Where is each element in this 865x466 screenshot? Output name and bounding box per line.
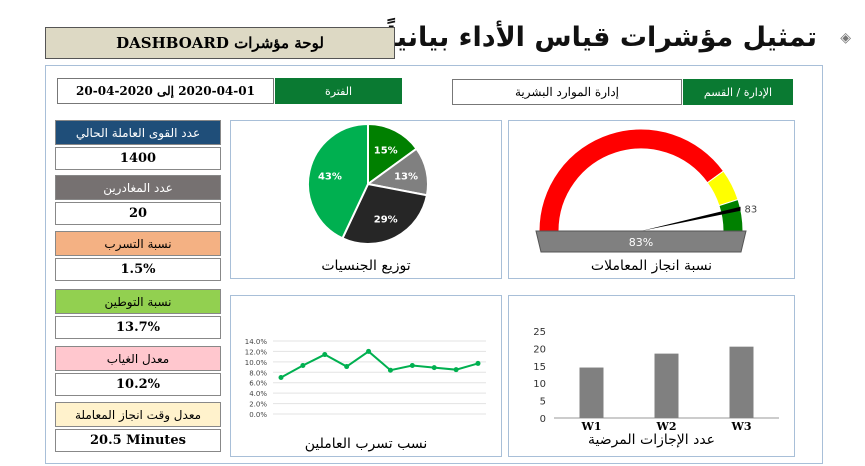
gauge-needle-label: 83 xyxy=(745,205,758,216)
turnover-line-card: 14.0% 12.0% 10.0% 8.0% 6.0% 4.0% 2.0% 0.0% نسب … xyxy=(230,295,502,457)
pie-label: 29% xyxy=(374,215,398,226)
line-chart: 14.0% 12.0% 10.0% 8.0% 6.0% 4.0% 2.0% 0.0% xyxy=(245,338,486,419)
kpi-value: 10.2% xyxy=(55,373,221,396)
bar-title: عدد الإجازات المرضية xyxy=(587,432,716,448)
x-tick-label: W1 xyxy=(580,420,601,431)
kpi-value: 20.5 Minutes xyxy=(55,429,221,452)
completion-gauge-card: 83 83% نسبة انجاز المعاملات xyxy=(508,120,795,279)
kpi-value: 1.5% xyxy=(55,258,221,281)
x-tick-label: W2 xyxy=(655,420,676,431)
x-tick-label: W3 xyxy=(730,420,751,431)
gauge-base xyxy=(535,230,747,253)
y-tick-label: 2.0% xyxy=(249,401,267,409)
pie-chart: 15% 13% 29% 43% xyxy=(307,122,429,245)
pie-label: 13% xyxy=(394,171,418,182)
line-point xyxy=(366,348,372,354)
line-point xyxy=(387,367,393,373)
kpi-label: نسبة التوطين xyxy=(55,289,221,314)
pie-label: 15% xyxy=(374,145,398,156)
line-point xyxy=(344,364,350,370)
nationality-pie-card: 15% 13% 29% 43% توزيع الجنسيات xyxy=(230,120,502,279)
y-tick-label: 6.0% xyxy=(249,380,267,388)
department-field[interactable]: إدارة الموارد البشرية xyxy=(452,79,682,105)
pie-slice xyxy=(341,182,429,245)
y-tick-label: 5 xyxy=(540,397,546,408)
page-title: تمثيل مؤشرات قياس الأداء بيانياً: xyxy=(375,22,817,53)
period-field[interactable]: 2020-04-01 إلى 2020-04-20 xyxy=(57,78,274,104)
line-series xyxy=(280,350,479,379)
gauge-chart: 83 83% xyxy=(535,128,758,253)
y-tick-label: 10 xyxy=(533,379,546,390)
y-tick-label: 0 xyxy=(540,414,546,425)
y-tick-label: 4.0% xyxy=(249,390,267,398)
y-tick-label: 12.0% xyxy=(245,348,268,356)
pie-label: 43% xyxy=(318,171,342,182)
y-tick-label: 10.0% xyxy=(245,359,268,367)
pie-slice xyxy=(307,122,369,240)
line-point xyxy=(453,367,459,373)
line-point xyxy=(300,363,306,369)
bar xyxy=(579,367,604,418)
kpi-label: معدل وقت انجاز المعاملة xyxy=(55,402,221,427)
y-tick-label: 25 xyxy=(533,327,546,338)
y-tick-label: 20 xyxy=(533,344,546,355)
kpi-value: 20 xyxy=(55,202,221,225)
y-tick-label: 0.0% xyxy=(249,411,267,419)
bar xyxy=(729,346,754,418)
pie-slice xyxy=(367,122,418,186)
line-point xyxy=(278,375,284,380)
line-point xyxy=(475,360,481,366)
pie-title: توزيع الجنسيات xyxy=(321,258,411,274)
dashboard-label: لوحة مؤشرات DASHBOARD xyxy=(45,27,395,59)
y-tick-label: 15 xyxy=(533,362,546,373)
bullet-arrow-icon: ◈ xyxy=(840,30,851,46)
gauge-value-label: 83% xyxy=(629,236,653,249)
gauge-band xyxy=(538,128,725,232)
kpi-value: 1400 xyxy=(55,147,221,170)
dashboard-panel xyxy=(45,65,823,464)
kpi-value: 13.7% xyxy=(55,316,221,339)
department-label: الإدارة / القسم xyxy=(683,79,793,105)
bar-chart: 25 20 15 10 5 0 W1 W2 W3 xyxy=(533,327,779,433)
kpi-label: عدد المغادرين xyxy=(55,175,221,200)
y-tick-label: 14.0% xyxy=(245,338,268,346)
line-point xyxy=(322,352,328,358)
kpi-label: عدد القوى العاملة الحالي xyxy=(55,120,221,145)
gauge-title: نسبة انجاز المعاملات xyxy=(590,258,713,274)
line-title: نسب تسرب العاملين xyxy=(304,436,428,452)
line-point xyxy=(409,363,415,369)
line-point xyxy=(431,365,437,371)
bar xyxy=(654,353,679,418)
gauge-band xyxy=(718,198,744,232)
sick-leave-bar-card: 25 20 15 10 5 0 W1 W2 W3 عدد الإجازات المرضية xyxy=(508,295,795,457)
kpi-label: نسبة التسرب xyxy=(55,231,221,256)
period-label: الفترة xyxy=(275,78,402,104)
y-tick-label: 8.0% xyxy=(249,369,267,377)
kpi-label: معدل الغياب xyxy=(55,346,221,371)
